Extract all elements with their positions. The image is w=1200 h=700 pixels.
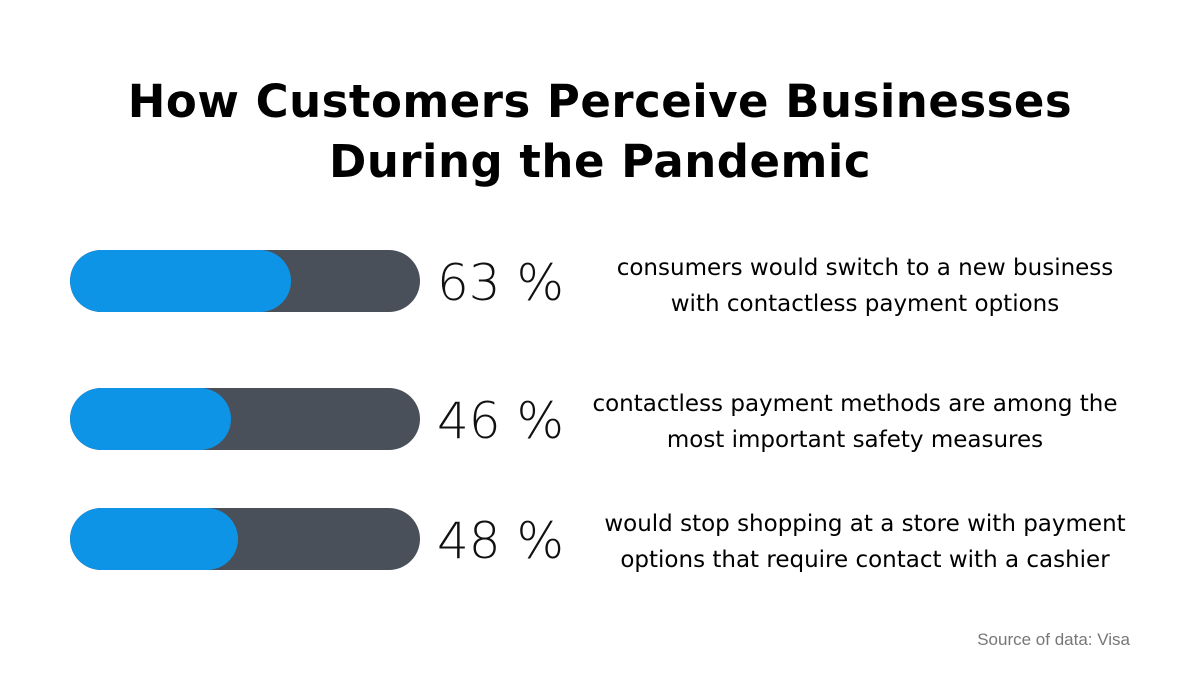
title-line-2: During the Pandemic — [328, 135, 872, 188]
percent-label: 46 % — [437, 392, 565, 450]
progress-fill — [70, 250, 291, 312]
stat-description: consumers would switch to a new business… — [616, 255, 1114, 317]
stat-description: contactless payment methods are among th… — [592, 391, 1118, 453]
percent-label: 63 % — [437, 254, 565, 312]
progress-fill — [70, 388, 231, 450]
progress-track — [70, 388, 420, 450]
chart-title: How Customers Perceive Businesses During… — [0, 72, 1200, 192]
progress-track — [70, 250, 420, 312]
stat-description: would stop shopping at a store with paym… — [604, 511, 1126, 573]
title-line-1: How Customers Perceive Businesses — [127, 75, 1073, 128]
progress-fill — [70, 508, 238, 570]
percent-label: 48 % — [437, 512, 565, 570]
source-note: Source of data: Visa — [977, 630, 1130, 649]
progress-track — [70, 508, 420, 570]
